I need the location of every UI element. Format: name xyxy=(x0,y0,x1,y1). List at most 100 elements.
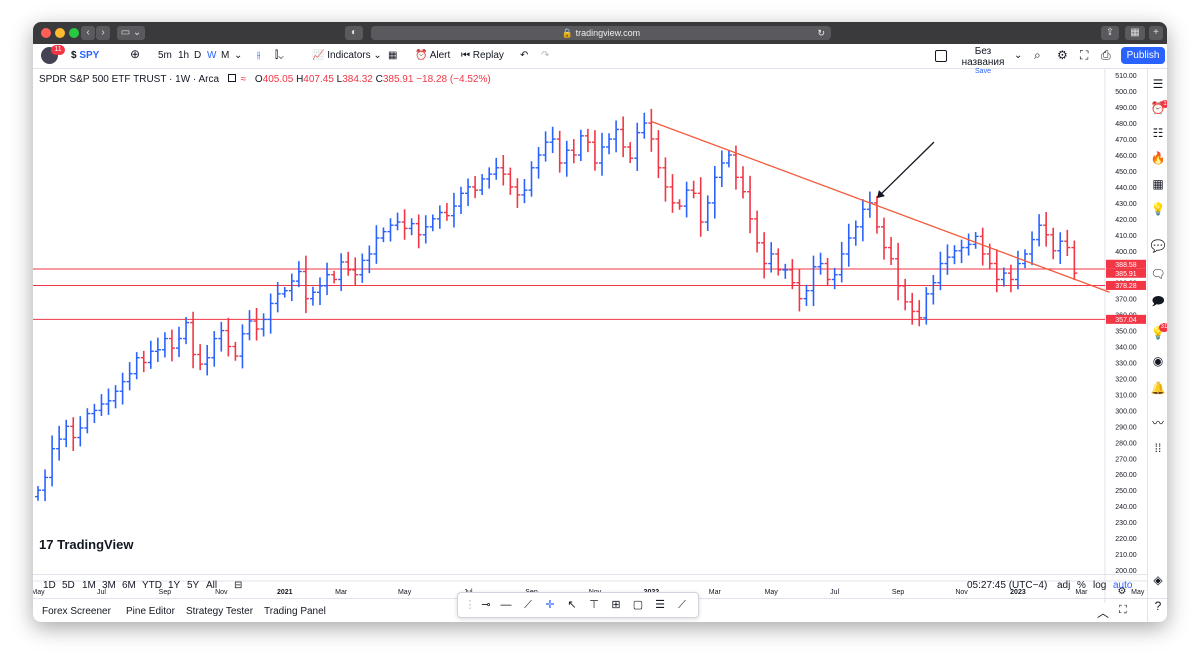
tabs-overview-icon[interactable]: ▦ xyxy=(1125,26,1145,40)
back-icon[interactable]: ‹ xyxy=(81,26,95,40)
help-icon[interactable]: ? xyxy=(1154,599,1162,613)
x-tick-label: Mar xyxy=(335,589,348,596)
drag-handle-icon[interactable]: ⋮ xyxy=(464,599,476,611)
price-chart[interactable]: 200.00 210.00 220.00 230.00 240.00 250.00 260.… xyxy=(33,69,1147,603)
alert-button[interactable]: ⏰ Alert xyxy=(415,50,450,61)
range-1d[interactable]: 1D xyxy=(43,580,56,591)
layout-checkbox[interactable] xyxy=(935,50,947,62)
goto-date-icon[interactable]: ⊟ xyxy=(234,580,243,591)
range-5d[interactable]: 5D xyxy=(62,580,75,591)
cursor-icon[interactable]: ↖ xyxy=(567,599,577,611)
clock-time[interactable]: 05:27:45 (UTC−4) xyxy=(967,580,1048,591)
compare-symbol-icon[interactable]: ⊕ xyxy=(130,47,141,61)
dollar-icon: $ xyxy=(71,50,77,61)
range-1m[interactable]: 1M xyxy=(82,580,96,591)
reload-icon[interactable]: ↻ xyxy=(817,28,825,38)
auto-toggle[interactable]: auto xyxy=(1113,580,1133,591)
price-range-icon[interactable]: ⊤ xyxy=(589,599,599,611)
chevron-down-icon[interactable]: ⌄ xyxy=(1014,50,1023,61)
tab-strategy-tester[interactable]: Strategy Tester xyxy=(186,606,254,617)
crosshair-icon[interactable]: ✛ xyxy=(545,599,555,611)
y-tick-label: 430.00 xyxy=(1115,201,1137,208)
interval-5m[interactable]: 5m xyxy=(158,50,172,61)
legend-menu-icon[interactable]: ≈ xyxy=(240,74,247,85)
chevron-down-icon[interactable]: ⌄ xyxy=(234,50,243,61)
tab-trading-panel[interactable]: Trading Panel xyxy=(264,606,326,617)
log-toggle[interactable]: log xyxy=(1093,580,1107,591)
bar-style-icon[interactable]: ⫲ xyxy=(257,50,261,61)
x-tick-label: Nov xyxy=(215,589,228,596)
interval-m[interactable]: M xyxy=(221,50,230,61)
new-tab-icon[interactable]: + xyxy=(1149,26,1163,40)
y-tick-label: 280.00 xyxy=(1115,440,1137,447)
ideas-icon[interactable]: 💡 xyxy=(1150,202,1166,216)
legend-eye-icon[interactable] xyxy=(227,74,236,82)
range-1y[interactable]: 1Y xyxy=(168,580,181,591)
address-bar[interactable]: 🔒 tradingview.com ↻ xyxy=(371,26,831,40)
maximize-panel-icon[interactable]: ⛶ xyxy=(1119,604,1127,616)
trend-line-icon[interactable]: ⟋ xyxy=(524,599,532,611)
y-tick-label: 310.00 xyxy=(1115,392,1137,399)
percent-toggle[interactable]: % xyxy=(1077,580,1086,591)
hotlists-icon[interactable]: 🔥 xyxy=(1150,151,1166,165)
price-axis-label-bg xyxy=(1106,280,1146,290)
watchlist-icon[interactable]: ☰ xyxy=(1152,77,1164,91)
range-6m[interactable]: 6M xyxy=(122,580,136,591)
adj-toggle[interactable]: adj xyxy=(1057,580,1071,591)
interval-w[interactable]: W xyxy=(207,50,217,61)
candle-style-icon[interactable]: ⫿⌄ xyxy=(275,50,284,61)
sidebar-toggle-icon[interactable]: ▭ ⌄ xyxy=(117,26,145,40)
symbol-search[interactable]: $ SPY xyxy=(71,50,99,61)
fullscreen-icon[interactable]: ⛶ xyxy=(1080,48,1089,62)
range-3m[interactable]: 3M xyxy=(102,580,116,591)
range-ytd[interactable]: YTD xyxy=(142,580,162,591)
minimize-window-button[interactable] xyxy=(55,28,65,38)
redo-icon[interactable]: ↷ xyxy=(541,50,550,61)
tab-pine-editor[interactable]: Pine Editor xyxy=(126,606,175,617)
dots-grid-icon[interactable]: ⁞⁞ xyxy=(1154,441,1162,455)
chart-area[interactable]: 200.00 210.00 220.00 230.00 240.00 250.00 260.… xyxy=(33,69,1147,603)
legend-title: SPDR S&P 500 ETF TRUST · 1W · Arca xyxy=(39,74,220,85)
chat-icon[interactable]: 💬 xyxy=(1150,239,1166,253)
range-all[interactable]: All xyxy=(206,580,218,591)
layers-icon[interactable]: ◈ xyxy=(1153,573,1163,587)
layout-name-button[interactable]: Без названия Save xyxy=(955,46,1011,75)
rectangle-icon[interactable]: ▢ xyxy=(632,599,644,611)
chevron-up-icon[interactable]: ︿ xyxy=(1097,606,1110,620)
tab-forex-screener[interactable]: Forex Screener xyxy=(42,606,111,617)
indicators-label: Indicators xyxy=(327,50,371,61)
interval-d[interactable]: D xyxy=(194,50,202,61)
publish-button[interactable]: Publish xyxy=(1121,47,1165,64)
notifications-icon[interactable]: 🔔 xyxy=(1150,381,1166,395)
search-icon[interactable]: ⌕ xyxy=(1034,48,1041,62)
messages-icon[interactable]: 🗨 xyxy=(1150,267,1166,281)
price-axis-label: 357.04 xyxy=(1115,317,1137,324)
horizontal-line-icon[interactable]: — xyxy=(500,599,512,611)
gear-icon[interactable]: ⚙ xyxy=(1057,48,1068,62)
shield-icon[interactable]: ◐ xyxy=(345,26,363,40)
undo-icon[interactable]: ↶ xyxy=(520,50,529,61)
trend-icon[interactable]: 〰 xyxy=(1151,416,1164,430)
horizontal-ray-icon[interactable]: ⊸ xyxy=(481,599,491,611)
fib-retracement-icon[interactable]: ☰ xyxy=(655,599,665,611)
broadcast-icon[interactable]: ◉ xyxy=(1152,354,1164,368)
replay-button[interactable]: ⏮ Replay xyxy=(461,50,504,61)
path-icon[interactable]: ⟋ xyxy=(678,599,686,611)
x-tick-label: May xyxy=(765,589,779,596)
range-5y[interactable]: 5Y xyxy=(187,580,200,591)
date-range-icon[interactable]: ⊞ xyxy=(611,599,621,611)
layouts-icon[interactable]: ▦ xyxy=(388,50,398,61)
close-window-button[interactable] xyxy=(41,28,51,38)
zoom-window-button[interactable] xyxy=(69,28,79,38)
interval-1h[interactable]: 1h xyxy=(178,50,190,61)
alert-label: Alert xyxy=(429,50,451,61)
share-icon[interactable]: ⇪ xyxy=(1101,26,1119,40)
camera-icon[interactable]: ⎙ xyxy=(1101,48,1111,62)
y-tick-label: 340.00 xyxy=(1115,345,1137,352)
calendar-icon[interactable]: ▦ xyxy=(1152,177,1164,191)
comments-icon[interactable]: 🗩 xyxy=(1151,294,1165,308)
indicators-button[interactable]: 📈 Indicators ⌄ xyxy=(312,50,382,61)
data-window-icon[interactable]: ☷ xyxy=(1152,126,1164,140)
axis-settings-gear-icon[interactable]: ⚙ xyxy=(1118,586,1127,597)
forward-icon[interactable]: › xyxy=(96,26,110,40)
